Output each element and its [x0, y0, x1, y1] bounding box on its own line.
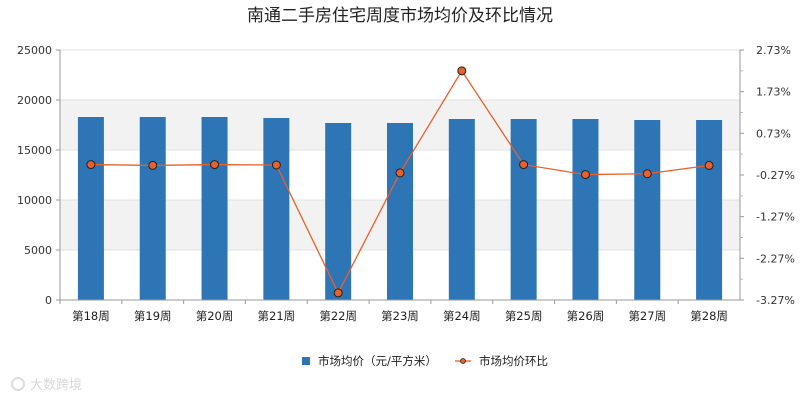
left-axis-ticks: 0 5000 10000 15000 20000 25000 [17, 44, 60, 307]
x-axis-tick-label: 第23周 [381, 309, 419, 323]
chart-title: 南通二手房住宅周度市场均价及环比情况 [247, 6, 553, 26]
x-axis-tick-label: 第28周 [690, 309, 728, 323]
line-point [395, 168, 405, 178]
x-axis-tick-label: 第20周 [196, 309, 234, 323]
left-axis-tick-label: 15000 [17, 144, 52, 157]
right-axis-tick-label: -3.27% [756, 294, 795, 307]
legend: 市场均价（元/平方米） 市场均价环比 [302, 354, 548, 368]
x-axis-tick-label: 第22周 [319, 309, 357, 323]
bar [77, 117, 104, 300]
bar [263, 118, 290, 300]
bar [696, 120, 723, 300]
x-axis-tick-label: 第21周 [258, 309, 296, 323]
bar [325, 123, 352, 300]
right-axis-tick-label: 2.73% [756, 44, 791, 57]
x-axis-tick-label: 第27周 [628, 309, 666, 323]
x-axis-tick-label: 第18周 [72, 309, 110, 323]
legend-label-bar: 市场均价（元/平方米） [318, 354, 437, 368]
watermark: 大数跨境 [11, 377, 82, 393]
right-axis-ticks: -3.27% -2.27% -1.27% -0.27% 0.73% 1.73% 2.73% [740, 44, 795, 307]
bar-series [77, 117, 723, 300]
bar [201, 117, 228, 300]
x-axis-ticks: 第18周 第19周 第20周 第21周 第22周 第23周 第24周 第25周 第26周 第27周… [59, 300, 728, 323]
left-axis-tick-label: 5000 [24, 244, 52, 257]
bar [387, 123, 413, 300]
legend-swatch-marker [460, 358, 466, 364]
x-axis-tick-label: 第24周 [443, 309, 481, 323]
line-point [704, 160, 714, 170]
line-point [271, 160, 281, 170]
line-point [519, 160, 529, 170]
line-point [580, 170, 590, 180]
line-point [457, 66, 467, 76]
bar [510, 119, 537, 300]
legend-label-line: 市场均价环比 [479, 354, 548, 368]
x-axis-tick-label: 第25周 [505, 309, 543, 323]
right-axis-tick-label: 1.73% [756, 86, 791, 99]
left-axis-tick-label: 10000 [17, 194, 52, 207]
legend-swatch-bar [302, 357, 310, 365]
right-axis-tick-label: -1.27% [756, 211, 795, 224]
bar [448, 119, 475, 300]
line-point [86, 160, 96, 170]
line-point [210, 160, 220, 170]
right-axis-tick-label: 0.73% [756, 127, 791, 140]
right-axis-tick-label: -0.27% [756, 169, 795, 182]
left-axis-tick-label: 20000 [17, 94, 52, 107]
line-point [642, 169, 652, 179]
bar [634, 120, 661, 300]
x-axis-tick-label: 第26周 [567, 309, 605, 323]
bar [139, 117, 166, 300]
left-axis-tick-label: 25000 [17, 44, 52, 57]
line-series [86, 66, 714, 298]
left-axis-tick-label: 0 [45, 294, 52, 307]
watermark-logo-icon [11, 377, 25, 391]
right-axis-tick-label: -2.27% [756, 252, 795, 265]
watermark-text: 大数跨境 [30, 378, 82, 393]
x-axis-tick-label: 第19周 [134, 309, 172, 323]
bar [572, 119, 599, 300]
line-point [333, 288, 343, 298]
line-point [148, 160, 158, 170]
